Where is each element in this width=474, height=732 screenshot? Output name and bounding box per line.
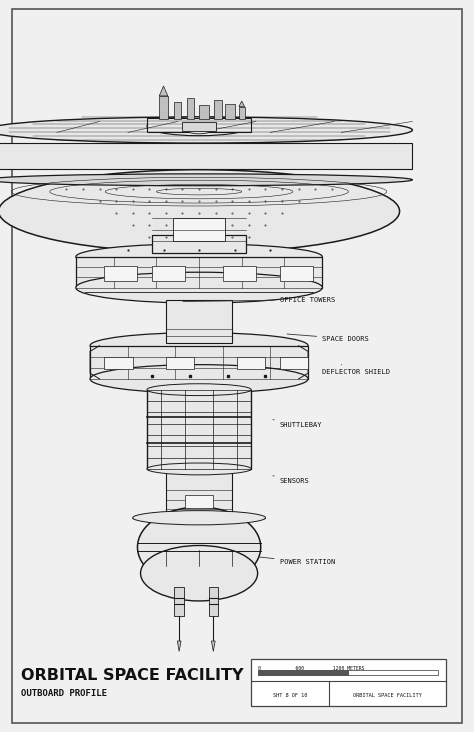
- Ellipse shape: [90, 332, 308, 359]
- Bar: [258, 671, 348, 675]
- Ellipse shape: [185, 124, 213, 134]
- Bar: [209, 587, 218, 616]
- Bar: [174, 102, 181, 119]
- Text: SPACE DOORS: SPACE DOORS: [287, 334, 369, 342]
- Text: ORBITAL SPACE FACILITY: ORBITAL SPACE FACILITY: [21, 668, 244, 683]
- Bar: [199, 105, 209, 119]
- Bar: [182, 122, 216, 131]
- Bar: [147, 389, 251, 469]
- Bar: [174, 587, 184, 616]
- Bar: [214, 100, 222, 119]
- Bar: [104, 266, 137, 281]
- Bar: [166, 300, 232, 343]
- Text: OFFICE TOWERS: OFFICE TOWERS: [183, 296, 335, 303]
- Text: SENSORS: SENSORS: [273, 476, 310, 484]
- Ellipse shape: [147, 463, 251, 475]
- Ellipse shape: [76, 244, 322, 270]
- Text: SHUTTLEBAY: SHUTTLEBAY: [273, 419, 322, 427]
- Ellipse shape: [0, 174, 412, 186]
- Polygon shape: [90, 346, 308, 379]
- Ellipse shape: [140, 545, 257, 601]
- Bar: [166, 356, 194, 369]
- Bar: [159, 96, 168, 119]
- Text: DEFLECTOR SHIELD: DEFLECTOR SHIELD: [322, 365, 390, 375]
- Polygon shape: [76, 257, 322, 288]
- Polygon shape: [159, 86, 168, 96]
- Bar: [239, 107, 245, 119]
- Polygon shape: [177, 641, 181, 651]
- Bar: [152, 236, 246, 253]
- Bar: [187, 97, 194, 119]
- Bar: [223, 266, 256, 281]
- Text: OUTBOARD PROFILE: OUTBOARD PROFILE: [21, 689, 107, 698]
- Text: 0            600          1200 METERS: 0 600 1200 METERS: [258, 665, 365, 671]
- Ellipse shape: [0, 170, 400, 253]
- Bar: [147, 118, 251, 132]
- Bar: [166, 469, 232, 516]
- Polygon shape: [211, 641, 215, 651]
- Ellipse shape: [76, 272, 322, 303]
- Ellipse shape: [0, 117, 412, 143]
- Polygon shape: [239, 101, 245, 107]
- Polygon shape: [0, 143, 412, 169]
- Bar: [152, 266, 185, 281]
- Bar: [280, 266, 313, 281]
- Text: POWER STATION: POWER STATION: [259, 557, 335, 565]
- Bar: [251, 659, 446, 706]
- Ellipse shape: [147, 116, 251, 135]
- Bar: [237, 356, 265, 369]
- Ellipse shape: [147, 384, 251, 395]
- Ellipse shape: [137, 507, 261, 587]
- Text: SHT 8 OF 10: SHT 8 OF 10: [273, 693, 307, 698]
- Bar: [173, 217, 225, 242]
- Bar: [280, 356, 308, 369]
- Polygon shape: [133, 516, 265, 519]
- Bar: [104, 356, 133, 369]
- Bar: [348, 671, 438, 675]
- Bar: [185, 495, 213, 508]
- Ellipse shape: [133, 511, 265, 525]
- Bar: [225, 104, 235, 119]
- Ellipse shape: [90, 365, 308, 393]
- Text: ORBITAL SPACE FACILITY: ORBITAL SPACE FACILITY: [353, 693, 422, 698]
